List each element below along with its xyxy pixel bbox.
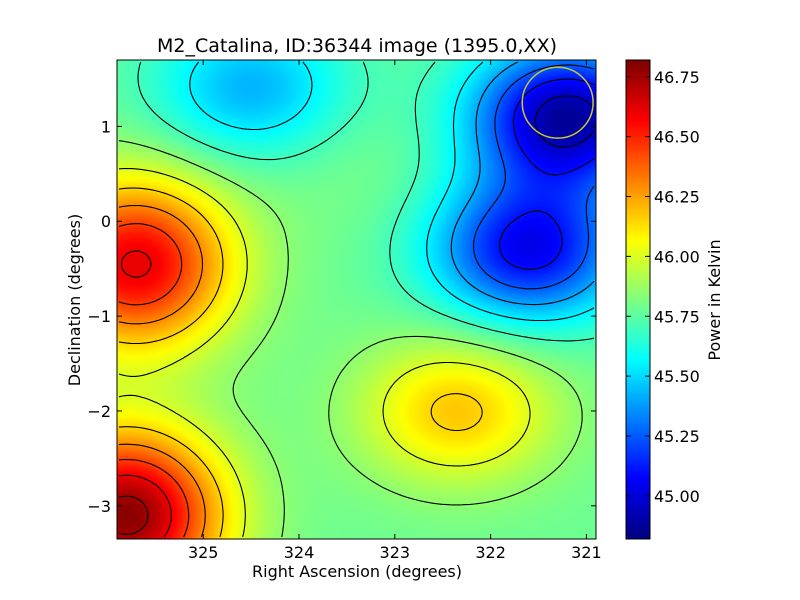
contour-level-8: [118, 187, 483, 538]
contour-level-5: [137, 61, 595, 342]
colorbar: 46.75 46.50 46.25 46.00 45.75 45.50 45.25 45.00: [625, 59, 700, 540]
colorbar-ticks: 46.75 46.50 46.25 46.00 45.75 45.50 45.25 45.00: [626, 68, 700, 506]
contour-level-7: [118, 167, 531, 538]
heatmap-image: [117, 60, 596, 539]
chart-title: M2_Catalina, ID:36344 image (1395.0,XX): [157, 35, 557, 57]
x-tick-label: 323: [380, 543, 411, 562]
contour-level-1: [498, 78, 595, 270]
plot-area: 325 324 323 322 321 1 0 −1 −2 −3: [87, 59, 602, 562]
contour-level-2: [472, 64, 595, 290]
colorbar-label: Power in Kelvin: [705, 239, 724, 360]
colorbar-tick-label: 46.00: [654, 247, 700, 266]
colorbar-tick-label: 45.50: [654, 367, 700, 386]
y-tick-label: −1: [87, 307, 111, 326]
colorbar-tick-label: 46.50: [654, 128, 700, 147]
contour-lines: [118, 61, 595, 538]
colorbar-tick-label: 46.25: [654, 188, 700, 207]
y-axis-ticks: 1 0 −1 −2 −3: [87, 117, 596, 516]
x-tick-label: 325: [188, 543, 219, 562]
colorbar-frame: [625, 59, 651, 540]
x-axis-ticks: 325 324 323 322 321: [188, 60, 602, 562]
y-axis-label: Declination (degrees): [65, 214, 84, 386]
contour-level-12: [118, 495, 149, 535]
y-tick-label: 0: [101, 212, 111, 231]
contour-level-11: [118, 250, 172, 538]
x-tick-label: 322: [475, 543, 506, 562]
x-tick-label: 324: [284, 543, 315, 562]
contour-level-6: [118, 140, 583, 538]
beam-circle: [521, 66, 594, 139]
contour-level-10: [118, 223, 190, 538]
plot-frame: [116, 59, 597, 540]
x-tick-label: 321: [571, 543, 602, 562]
colorbar-tick-label: 45.25: [654, 427, 700, 446]
y-tick-label: −2: [87, 402, 111, 421]
colorbar-tick-label: 46.75: [654, 68, 700, 87]
x-axis-label: Right Ascension (degrees): [252, 562, 462, 581]
colorbar-gradient: [626, 60, 650, 539]
y-tick-label: 1: [101, 117, 111, 136]
contour-level-3: [450, 61, 595, 306]
y-tick-label: −3: [87, 497, 111, 516]
colorbar-tick-label: 45.75: [654, 307, 700, 326]
colorbar-tick-label: 45.00: [654, 487, 700, 506]
contour-level-4: [189, 61, 595, 322]
contour-level-9: [118, 204, 206, 538]
